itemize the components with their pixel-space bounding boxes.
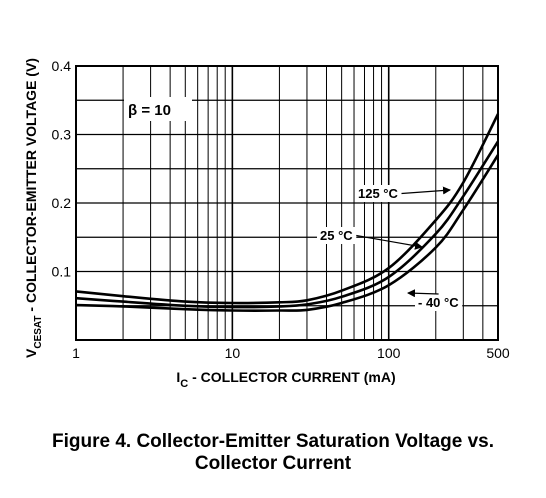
y-axis-label-sub: CESAT [33,315,44,348]
x-tick-label: 500 [486,345,510,361]
series-label-bg [317,227,357,244]
beta-label-bg [124,97,192,121]
y-axis-label-rest: - COLLECTOR-EMITTER VOLTAGE (V) [23,58,39,315]
curves [75,113,500,312]
x-tick-label: 1 [72,345,80,361]
series-label: - 40 °C [418,295,459,310]
x-axis-label-rest: - COLLECTOR CURRENT (mA) [188,369,395,385]
figure-caption-line-1: Figure 4. Collector-Emitter Saturation V… [51,431,494,452]
x-axis-label-prefix: I [176,369,180,385]
y-tick-label: 0.1 [52,264,72,280]
x-tick-label: 100 [377,345,401,361]
series-line-2 [75,113,500,305]
y-tick-label: 0.2 [52,195,72,211]
y-axis-label: VCESAT - COLLECTOR-EMITTER VOLTAGE (V) [23,58,44,358]
x-axis-label: IC - COLLECTOR CURRENT (mA) [176,369,395,390]
y-tick-label: 0.4 [52,58,72,74]
y-axis-label-prefix: V [23,348,39,358]
figure-caption-line-2: Collector Current [194,453,352,474]
chart: 1 10 100 500 0.1 0.2 0.3 0.4 β = 10 125 °C 25 °C… [23,58,510,390]
series-label: 125 °C [358,186,399,201]
series-line-0 [75,154,500,312]
tick-labels: 1 10 100 500 0.1 0.2 0.3 0.4 [52,58,510,361]
x-axis-label-sub: C [180,378,188,390]
series-label-bg [355,185,402,202]
series-line-1 [75,140,500,309]
series-label-arrow [401,186,451,195]
y-tick-label: 0.3 [52,127,72,143]
beta-label: β = 10 [128,102,171,119]
series-label: 25 °C [320,228,353,243]
series-label-arrow [407,289,439,298]
series-labels: 125 °C 25 °C - 40 °C [317,185,463,311]
plot-frame [75,65,499,341]
x-tick-label: 10 [225,345,241,361]
series-label-bg [415,294,463,311]
series-label-arrow [356,234,423,250]
